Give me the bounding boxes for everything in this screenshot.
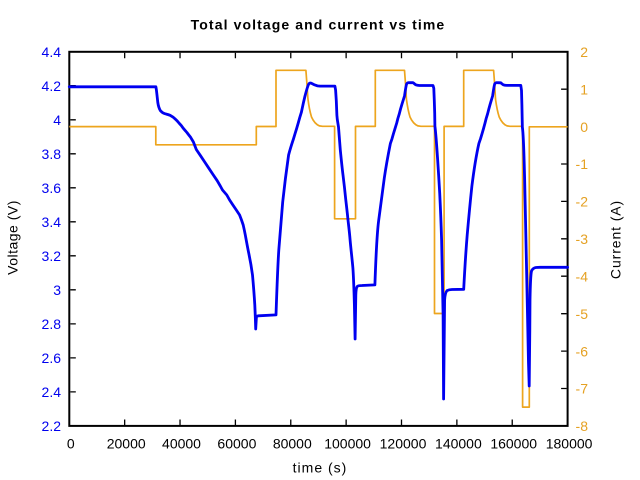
svg-text:140000: 140000 [435, 436, 482, 452]
svg-text:-6: -6 [576, 343, 589, 359]
svg-text:-7: -7 [576, 381, 589, 397]
svg-text:2.6: 2.6 [42, 350, 62, 366]
svg-text:3.8: 3.8 [42, 146, 62, 162]
svg-text:4: 4 [53, 112, 61, 128]
svg-text:160000: 160000 [490, 436, 537, 452]
svg-text:3.6: 3.6 [42, 180, 62, 196]
svg-text:0: 0 [67, 436, 75, 452]
svg-text:-8: -8 [576, 418, 589, 434]
svg-text:-5: -5 [576, 306, 589, 322]
svg-text:-4: -4 [576, 268, 589, 284]
svg-text:80000: 80000 [273, 436, 312, 452]
svg-text:-3: -3 [576, 231, 589, 247]
svg-text:2.4: 2.4 [42, 384, 62, 400]
svg-text:4.4: 4.4 [42, 44, 62, 60]
svg-text:Current (A): Current (A) [608, 200, 624, 279]
svg-text:60000: 60000 [217, 436, 256, 452]
svg-text:2.8: 2.8 [42, 316, 62, 332]
svg-text:Voltage (V): Voltage (V) [5, 200, 21, 275]
svg-text:4.2: 4.2 [42, 78, 62, 94]
svg-text:100000: 100000 [324, 436, 371, 452]
svg-text:3.4: 3.4 [42, 214, 62, 230]
svg-text:3: 3 [53, 282, 61, 298]
svg-text:180000: 180000 [546, 436, 593, 452]
svg-text:120000: 120000 [380, 436, 427, 452]
svg-text:20000: 20000 [107, 436, 146, 452]
svg-text:time (s): time (s) [293, 460, 348, 476]
svg-text:2.2: 2.2 [42, 418, 62, 434]
svg-text:-2: -2 [576, 194, 589, 210]
svg-text:-1: -1 [576, 156, 589, 172]
svg-text:Total voltage and current vs t: Total voltage and current vs time [191, 17, 446, 33]
svg-text:0: 0 [580, 119, 588, 135]
svg-text:40000: 40000 [162, 436, 201, 452]
svg-text:1: 1 [580, 81, 588, 97]
svg-text:2: 2 [580, 44, 588, 60]
svg-text:3.2: 3.2 [42, 248, 62, 264]
